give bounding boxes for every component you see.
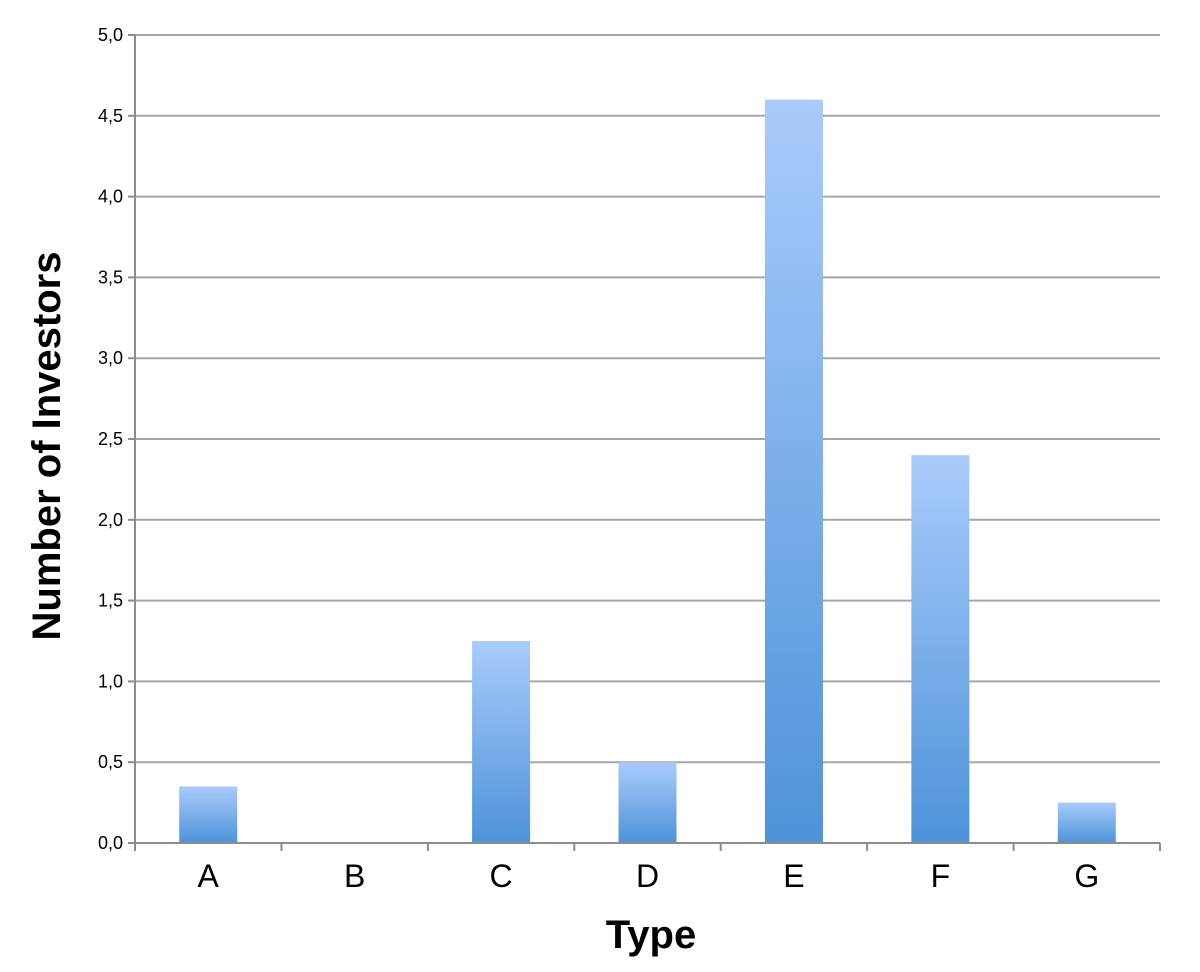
y-axis-title: Number of Investors — [25, 252, 69, 641]
x-tick-label: E — [783, 858, 804, 894]
x-tick-label: G — [1074, 858, 1099, 894]
x-tick-label: C — [490, 858, 513, 894]
x-tick-labels: A B C D E F G — [134, 843, 1161, 894]
y-tick-label: 1,0 — [98, 671, 123, 691]
x-tick-label: B — [344, 858, 365, 894]
y-tick-label: 4,5 — [98, 106, 123, 126]
y-tick-label: 2,0 — [98, 510, 123, 530]
x-tick-label: D — [636, 858, 659, 894]
y-tick-label: 5,0 — [98, 25, 123, 45]
bar-e — [764, 99, 823, 843]
y-tick-label: 2,5 — [98, 429, 123, 449]
y-tick-label: 3,5 — [98, 267, 123, 287]
x-axis-title: Type — [606, 913, 696, 957]
bar-d — [618, 762, 677, 843]
y-tick-label: 1,5 — [98, 591, 123, 611]
y-tick-labels: 0,0 0,5 1,0 1,5 2,0 2,5 3,0 3,5 4,0 4,5 5,0 — [98, 25, 135, 853]
y-tick-label: 4,0 — [98, 187, 123, 207]
x-tick-label: A — [198, 858, 220, 894]
gridlines — [135, 34, 1160, 764]
x-tick-label: F — [931, 858, 951, 894]
y-tick-label: 3,0 — [98, 348, 123, 368]
bar-a — [179, 786, 238, 843]
bar-c — [472, 641, 531, 843]
y-tick-label: 0,5 — [98, 752, 123, 772]
y-tick-label: 0,0 — [98, 833, 123, 853]
bar-g — [1057, 802, 1116, 843]
bar-f — [911, 455, 970, 843]
bars — [179, 99, 1116, 843]
